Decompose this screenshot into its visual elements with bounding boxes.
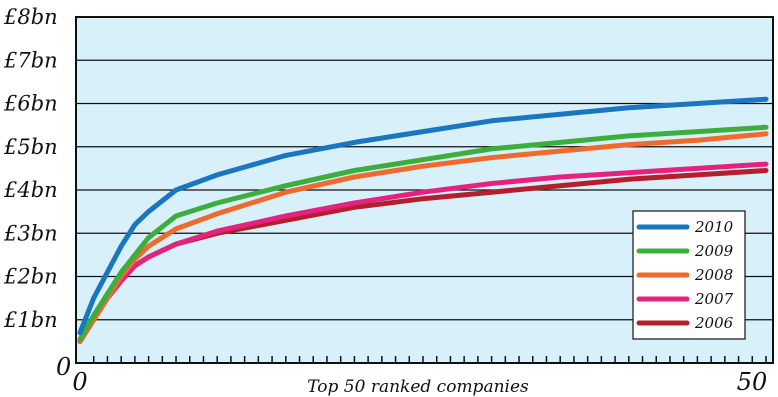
y-tick-label: £4bn	[3, 178, 58, 202]
y-tick-label: £1bn	[3, 308, 58, 332]
series-lines	[77, 96, 769, 344]
legend-label-2007: 2007	[694, 290, 734, 308]
y-tick-label: £6bn	[3, 92, 58, 116]
legend: 2010 2009 2008 2007 2006	[632, 210, 746, 340]
y-tick-label: £3bn	[3, 221, 58, 245]
y-tick-label: £2bn	[3, 265, 58, 289]
x-tick-label: 0	[72, 368, 87, 396]
legend-label-2006: 2006	[694, 314, 734, 332]
y-tick-label: 0	[56, 353, 71, 381]
legend-label-2008: 2008	[694, 266, 733, 284]
series-line-2009	[77, 124, 769, 342]
y-tick-label: £5bn	[3, 135, 58, 159]
series-line-2010	[77, 96, 769, 336]
x-tick-label: 50	[737, 368, 768, 396]
x-axis: 0 50	[72, 356, 767, 396]
x-axis-title: Top 50 ranked companies	[307, 377, 529, 397]
legend-label-2009: 2009	[694, 242, 734, 260]
legend-label-2010: 2010	[694, 218, 734, 236]
y-tick-label: £8bn	[3, 5, 58, 29]
y-tick-label: £7bn	[3, 48, 58, 72]
y-axis: 0 £1bn £2bn £3bn £4bn £5bn £6bn £7bn £8bn	[3, 5, 71, 381]
